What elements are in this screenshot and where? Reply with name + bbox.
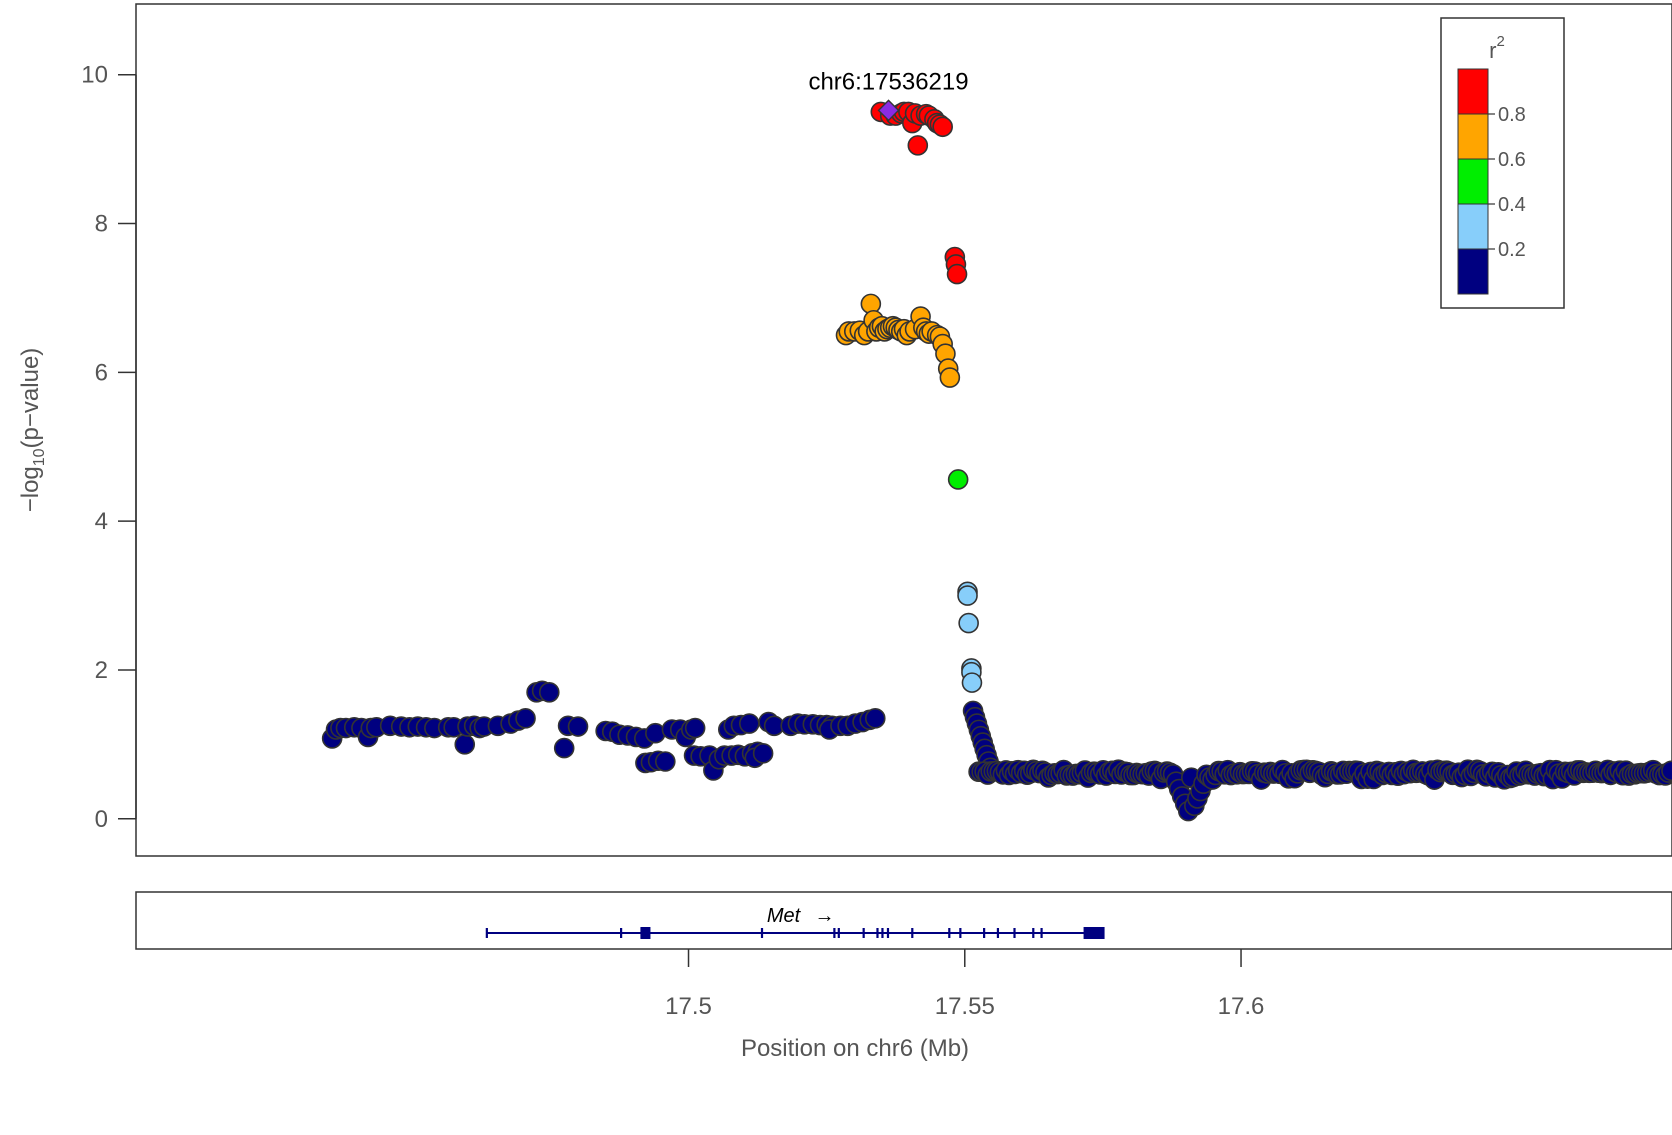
gene-name-label: Met (767, 905, 802, 927)
y-tick-label: 8 (95, 211, 108, 238)
snp-point (957, 585, 978, 606)
legend-swatch (1457, 248, 1489, 295)
x-tick-label: 17.5 (665, 993, 712, 1020)
snp-point (932, 116, 953, 138)
y-tick-label: 10 (81, 62, 108, 89)
lead-snp: chr6:17536219 (808, 68, 969, 122)
x-tick-label: 17.6 (1218, 993, 1265, 1020)
snp-point (567, 716, 589, 737)
gene-track-panel (135, 891, 1672, 950)
snp-point (961, 672, 983, 693)
snp-point (946, 263, 968, 285)
snp-point (454, 734, 476, 755)
y-tick-label: 0 (95, 806, 108, 833)
gene-exon-block (1083, 927, 1105, 939)
snp-point (907, 135, 929, 156)
gene-exon-block (640, 927, 651, 939)
snp-point (864, 708, 886, 729)
gene-track: Met → (485, 905, 1105, 939)
snp-point (515, 708, 536, 729)
lead-snp-marker (877, 99, 900, 122)
y-axis-label: −log10(p−value) (17, 348, 48, 513)
snp-point (655, 751, 676, 772)
x-axis: 17.5 17.55 17.6 (665, 949, 1264, 1020)
y-axis: 0 2 4 6 8 10 (81, 62, 137, 833)
r2-legend: r2 0.8 0.6 0.4 0.2 (1440, 17, 1565, 309)
legend-swatch (1457, 113, 1489, 160)
snp-point (947, 469, 969, 490)
snp-point (1661, 760, 1672, 782)
lead-snp-label: chr6:17536219 (808, 68, 968, 95)
legend-tick-label: 0.8 (1498, 104, 1526, 126)
legend-swatch (1457, 68, 1489, 115)
gene-strand-arrow: → (814, 905, 834, 927)
snp-point (538, 681, 560, 703)
legend-swatch (1457, 203, 1489, 250)
y-tick-label: 2 (95, 657, 108, 684)
snp-point (645, 722, 666, 744)
snp-point (553, 737, 575, 759)
snp-point (939, 367, 961, 388)
snp-points (321, 101, 1672, 822)
snp-point (684, 717, 706, 739)
y-tick-label: 4 (95, 508, 108, 535)
x-tick-label: 17.55 (935, 993, 995, 1020)
x-axis-label: Position on chr6 (Mb) (741, 1035, 969, 1062)
legend-tick-label: 0.2 (1498, 239, 1526, 261)
y-tick-label: 6 (95, 359, 108, 386)
snp-point (958, 612, 979, 634)
legend-swatch (1457, 158, 1489, 205)
legend-title: r2 (1489, 33, 1505, 63)
legend-tick-label: 0.4 (1498, 194, 1526, 216)
snp-point (752, 743, 774, 764)
snp-point (738, 713, 760, 734)
legend-tick-label: 0.6 (1498, 149, 1526, 171)
